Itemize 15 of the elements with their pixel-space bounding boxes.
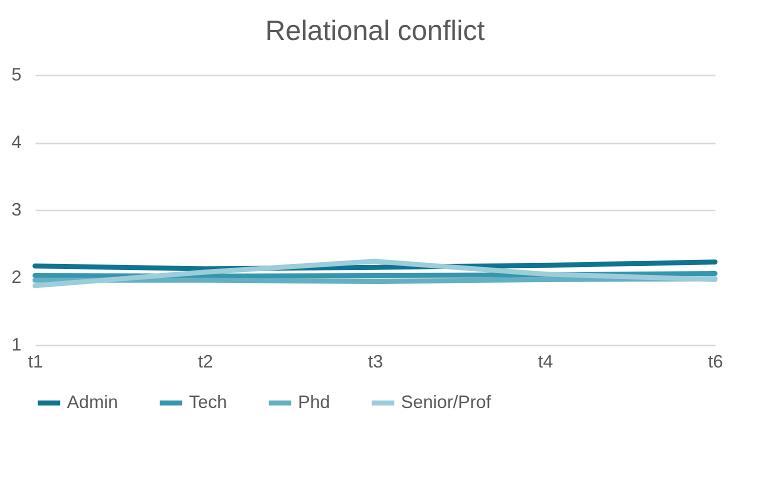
y-tick-label: 2 [11, 267, 22, 287]
x-tick-label: t1 [28, 352, 44, 372]
legend-label: Phd [298, 392, 330, 412]
y-tick-label: 4 [11, 132, 22, 152]
legend-label: Senior/Prof [401, 392, 492, 412]
y-tick-label: 1 [11, 334, 22, 354]
y-tick-label: 5 [11, 64, 22, 84]
x-tick-label: t6 [708, 352, 724, 372]
legend-label: Tech [189, 392, 228, 412]
chart-title: Relational conflict [265, 15, 485, 46]
x-tick-label: t3 [368, 352, 384, 372]
y-tick-label: 3 [11, 200, 22, 220]
x-tick-label: t4 [538, 352, 554, 372]
x-tick-label: t2 [198, 352, 214, 372]
legend-label: Admin [67, 392, 118, 412]
